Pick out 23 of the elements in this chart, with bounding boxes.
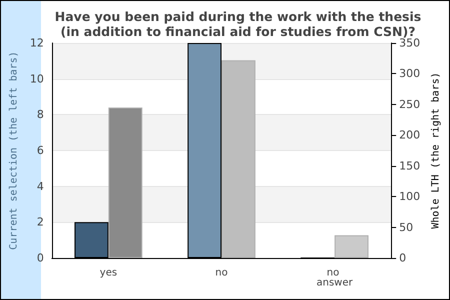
y2-tick-label: 200 [399, 128, 420, 142]
y-tick-label: 8 [36, 108, 44, 122]
y-tick-label: 0 [36, 252, 44, 264]
y2-tick-label: 100 [399, 190, 420, 204]
bar [334, 235, 368, 258]
y-tick-label: 6 [36, 144, 44, 157]
y-tick-label: 2 [36, 216, 44, 229]
y-tick-label: 10 [30, 72, 44, 86]
x-tick-label: no [215, 268, 228, 278]
chart-title: Have you been paid during the work with the thesis (in addition to financial aid for studies from CSN)? [54, 9, 422, 39]
y2-tick-label: 250 [399, 98, 420, 111]
y-tick-label: 12 [30, 36, 44, 50]
y2-tick-label: 50 [399, 220, 414, 234]
y2-axis-title: Whole LTH (the right bars) [430, 72, 442, 229]
y2-tick-label: 300 [399, 67, 420, 80]
y2-tick-label: 0 [399, 252, 406, 264]
x-tick-label: yes [100, 268, 118, 278]
y-tick-label: 4 [36, 180, 44, 193]
y2-tick-label: 150 [399, 159, 420, 172]
x-tick-label: no answer [316, 268, 354, 288]
y-axis-title: Current selection (the left bars) [8, 51, 20, 250]
bar [108, 108, 142, 258]
y2-tick-label: 350 [399, 36, 420, 50]
